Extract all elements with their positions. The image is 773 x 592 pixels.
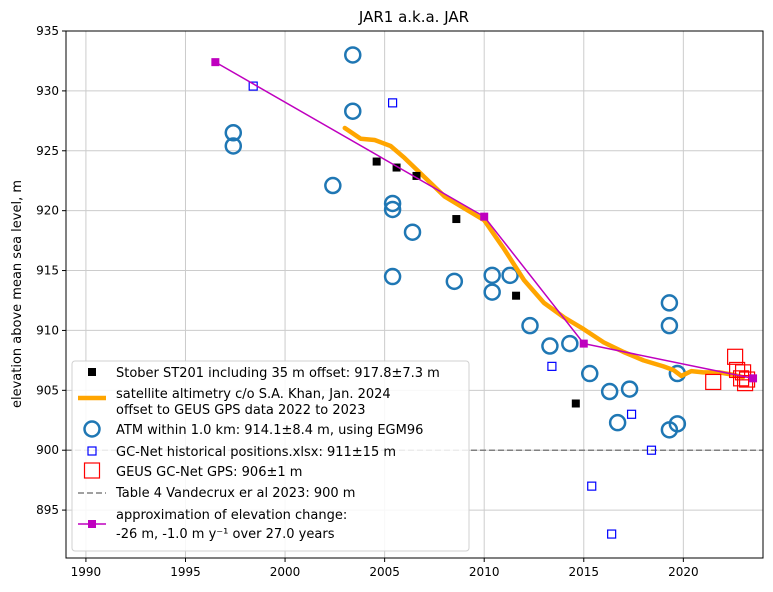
data-marks	[66, 46, 763, 539]
legend-label-gcnet: GC-Net historical positions.xlsx: 911±15…	[116, 445, 396, 460]
legend-handle-geus	[83, 462, 101, 479]
atm-point	[580, 364, 599, 383]
atm-point	[224, 137, 243, 155]
atm-point	[403, 223, 422, 241]
y-tick-label: 900	[36, 443, 59, 457]
atm-point	[501, 266, 519, 285]
atm-point	[521, 316, 539, 335]
atm-point	[620, 380, 639, 398]
axes-frame	[65, 30, 764, 559]
stober-point	[452, 215, 461, 224]
atm-point	[224, 124, 243, 142]
approximation-point	[579, 339, 588, 348]
atm-point	[324, 176, 342, 195]
atm-point	[483, 266, 501, 285]
atm-point	[541, 337, 559, 355]
legend-label-approximation: approximation of elevation change:	[116, 508, 347, 523]
atm-point	[660, 316, 679, 335]
geus-point	[732, 370, 750, 387]
atm-point	[660, 294, 679, 312]
gcnet-point	[547, 361, 557, 371]
y-tick-label: 915	[36, 264, 59, 278]
stober-point	[372, 157, 381, 166]
x-tick-label: 2000	[270, 565, 301, 579]
y-tick-label: 910	[36, 323, 59, 337]
gcnet-point	[646, 445, 657, 455]
x-tick-label: 2020	[668, 565, 699, 579]
approximation-point	[211, 58, 220, 67]
approximation-point	[480, 212, 489, 221]
geus-point	[705, 373, 722, 391]
x-tick-label: 1995	[170, 565, 201, 579]
legend-handle-gcnet	[87, 446, 97, 456]
x-tick-label: 2010	[469, 565, 500, 579]
y-tick-label: 925	[36, 144, 59, 158]
legend-label-approximation-line2: -26 m, -1.0 m y⁻¹ over 27.0 years	[116, 527, 335, 542]
approximation-line	[214, 61, 754, 380]
chart-title: JAR1 a.k.a. JAR	[358, 8, 469, 26]
legend: Stober ST201 including 35 m offset: 917.…	[71, 360, 470, 552]
legend-handle-atm	[83, 420, 101, 438]
legend-label-stober: Stober ST201 including 35 m offset: 917.…	[116, 366, 440, 381]
atm-point	[383, 267, 402, 286]
legend-handle-approximation-marker	[88, 520, 96, 528]
axis-ticks: 1990 1995 2000 2005 2010 2015 2020 895 900 905 910…	[36, 24, 699, 579]
stober-point	[392, 163, 401, 172]
y-tick-label: 930	[36, 84, 59, 98]
atm-point	[344, 46, 362, 64]
atm-point	[483, 283, 501, 301]
x-tick-label: 1990	[71, 565, 102, 579]
y-tick-label: 895	[36, 503, 59, 517]
legend-label-altimetry-line2: offset to GEUS GPS data 2022 to 2023	[116, 403, 365, 418]
legend-label-altimetry: satellite altimetry c/o S.A. Khan, Jan. …	[116, 387, 391, 402]
legend-label-geus: GEUS GC-Net GPS: 906±1 m	[116, 465, 302, 480]
atm-point	[608, 413, 627, 432]
atm-point	[383, 194, 402, 213]
y-tick-label: 920	[36, 204, 59, 218]
x-tick-label: 2015	[568, 565, 599, 579]
atm-point	[445, 272, 464, 291]
stober-point	[412, 171, 421, 180]
y-axis-label: elevation above mean sea level, m	[10, 180, 25, 408]
gcnet-point	[626, 409, 637, 419]
legend-label-table4: Table 4 Vandecrux er al 2023: 900 m	[115, 486, 355, 501]
atm-point	[668, 415, 687, 433]
atm-point	[383, 200, 402, 219]
legend-label-atm: ATM within 1.0 km: 914.1±8.4 m, using EG…	[116, 423, 423, 438]
gcnet-point	[587, 481, 597, 491]
approximation-point	[749, 374, 758, 383]
atm-point	[561, 334, 579, 353]
geus-point	[736, 375, 754, 392]
atm-point	[344, 102, 362, 120]
gcnet-point	[387, 98, 398, 108]
legend-box	[71, 360, 470, 552]
atm-point	[600, 382, 619, 401]
stober-point	[512, 291, 521, 300]
x-tick-label: 2005	[369, 565, 400, 579]
y-tick-label: 935	[36, 24, 59, 38]
gcnet-point	[607, 529, 617, 539]
legend-handle-stober	[88, 368, 96, 376]
stober-point	[571, 399, 580, 408]
y-tick-label: 905	[36, 383, 59, 397]
